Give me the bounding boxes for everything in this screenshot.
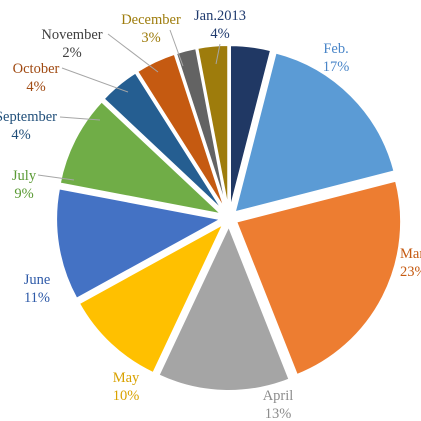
slice-label-july: July — [12, 168, 37, 184]
slice-label-november: November — [41, 27, 102, 43]
slice-label-feb: Feb. — [323, 41, 348, 57]
pie-slice-december — [196, 44, 230, 211]
leader-line — [37, 174, 75, 181]
pie-slice-march — [234, 179, 403, 377]
slice-value-october: 4% — [26, 79, 45, 95]
leader-line — [59, 116, 101, 121]
slice-value-november: 2% — [62, 45, 81, 61]
slice-value-may: 10% — [113, 388, 140, 404]
slice-value-feb: 17% — [323, 59, 350, 75]
pie-slice-jan-2013 — [229, 44, 273, 211]
pie-slice-july — [58, 100, 226, 216]
slice-value-december: 3% — [141, 30, 160, 46]
pie-slice-feb — [233, 51, 396, 214]
slice-value-march: 23% — [400, 264, 421, 280]
slice-label-june: June — [24, 272, 51, 288]
slice-label-march: March — [400, 246, 421, 262]
pie-slice-november — [174, 47, 228, 211]
pie-slice-may — [77, 221, 226, 375]
slice-label-may: May — [113, 370, 140, 386]
slice-value-june: 11% — [24, 290, 50, 306]
leader-line — [169, 29, 184, 67]
slice-label-december: December — [121, 12, 181, 28]
leader-line — [61, 67, 129, 93]
pie-slice-september — [102, 71, 225, 213]
slice-label-october: October — [13, 61, 60, 77]
leader-line — [215, 43, 221, 65]
slice-label-jan-2013: Jan.2013 — [194, 8, 246, 24]
slice-value-september: 4% — [11, 127, 30, 143]
pie-slice-october — [135, 52, 227, 212]
leader-line — [107, 33, 159, 73]
slice-value-april: 13% — [265, 406, 292, 421]
slice-label-september: September — [0, 109, 57, 125]
slice-label-april: April — [263, 388, 294, 404]
pie-slice-april — [157, 223, 291, 392]
slice-value-jan-2013: 4% — [210, 26, 229, 42]
slice-value-july: 9% — [14, 186, 33, 202]
pie-slice-june — [55, 187, 225, 301]
